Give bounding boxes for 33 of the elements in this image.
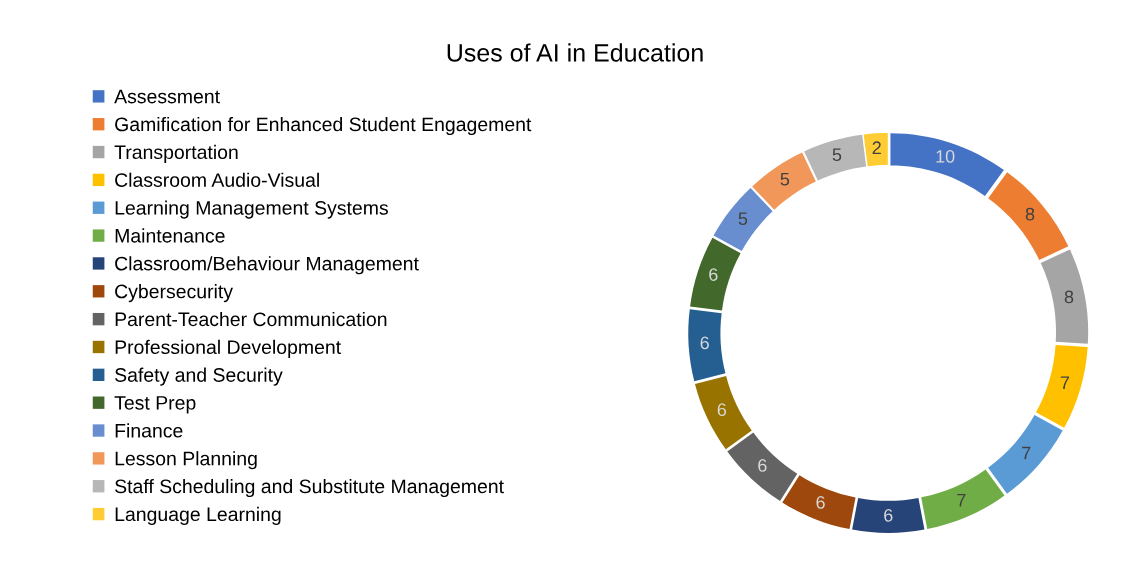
data-label: 5 — [738, 212, 748, 226]
data-label: 5 — [780, 173, 790, 186]
data-label: 6 — [709, 268, 718, 281]
data-label: 5 — [832, 148, 842, 162]
data-label: 6 — [758, 459, 767, 472]
legend-label: Classroom Audio-Visual — [115, 172, 319, 187]
legend-label: Gamification for Enhanced Student Engagement — [115, 116, 532, 136]
legend-label: Parent-Teacher Communication — [115, 311, 387, 327]
data-label: 8 — [1025, 207, 1035, 221]
data-label: 7 — [1060, 376, 1070, 389]
legend-label: Classroom/Behaviour Management — [115, 256, 419, 275]
data-label: 10 — [936, 150, 955, 163]
data-label: 6 — [717, 403, 727, 417]
legend-label: Lesson Planning — [115, 451, 257, 470]
legend-label: Language Learning — [115, 506, 281, 525]
legend-label: Maintenance — [115, 228, 225, 243]
legend-label: Cybersecurity — [115, 284, 233, 303]
data-label: 6 — [700, 336, 709, 350]
data-label: 6 — [884, 508, 893, 522]
data-label: 6 — [816, 496, 825, 509]
legend-label: Safety and Security — [115, 367, 283, 386]
data-label: 2 — [872, 141, 881, 154]
legend-label: Transportation — [114, 144, 238, 163]
legend-label: Finance — [115, 423, 183, 438]
data-label: 8 — [1064, 290, 1074, 304]
data-label: 7 — [1022, 446, 1031, 460]
legend-label: Assessment — [114, 89, 220, 104]
legend-label: Learning Management Systems — [115, 200, 388, 219]
data-label: 7 — [957, 493, 966, 507]
chart-title: Uses of AI in Education — [447, 43, 703, 62]
legend-label: Staff Scheduling and Substitute Management — [115, 478, 504, 498]
legend-label: Professional Development — [115, 339, 341, 358]
legend-label: Test Prep — [114, 396, 196, 414]
